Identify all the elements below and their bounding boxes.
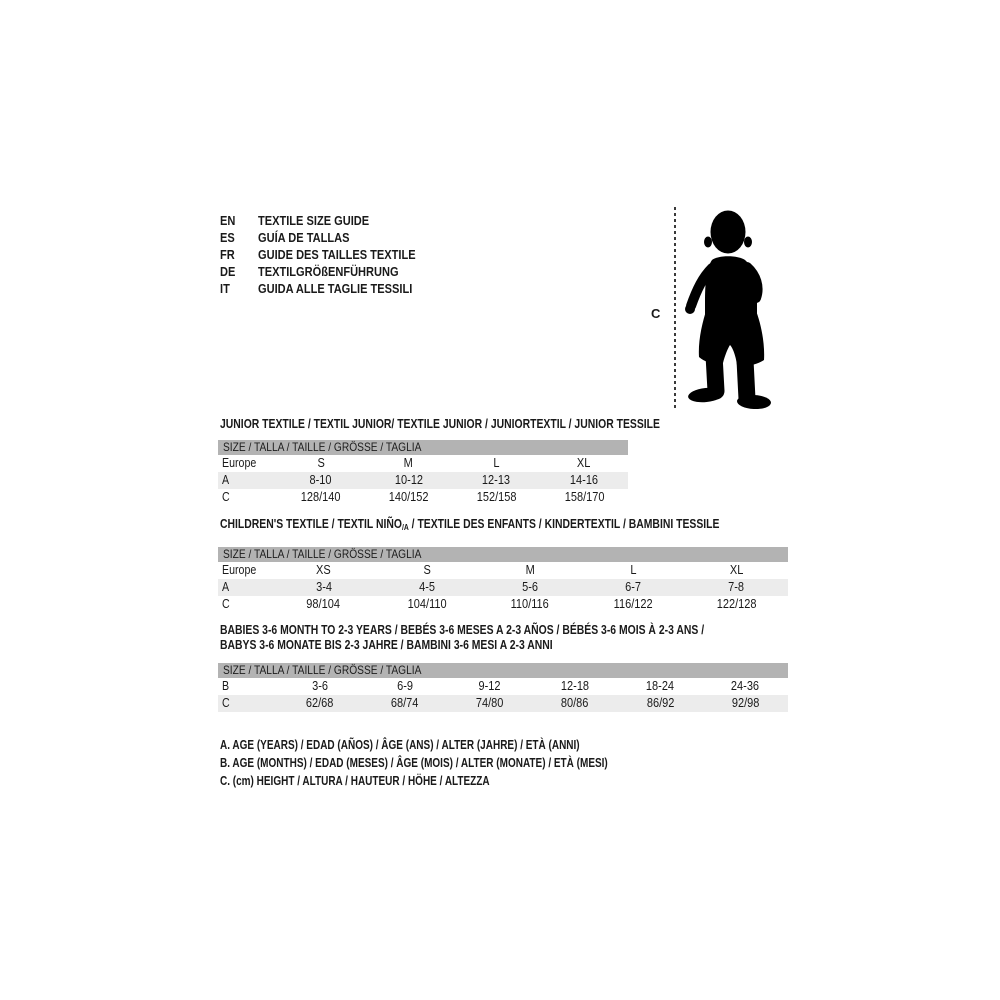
age-cell: 3-4: [315, 580, 332, 594]
babies-title-line2: BABYS 3-6 MONATE BIS 2-3 JAHRE / BAMBINI…: [220, 637, 553, 652]
size-cell: XL: [729, 563, 744, 577]
language-row-de: DE TEXTILGRÖßENFÜHRUNG: [220, 263, 443, 280]
nino-a-subscript: /A: [401, 522, 409, 532]
guide-title-fr: GUIDE DES TAILLES TEXTILE: [258, 247, 416, 262]
age-months-cell: 24-36: [731, 679, 760, 693]
guide-title-es: GUÍA DE TALLAS: [258, 230, 350, 245]
height-cell: 110/116: [510, 597, 550, 611]
language-code: ES: [220, 230, 235, 245]
height-cell: 98/104: [306, 597, 341, 611]
table-row: C 128/140 140/152 152/158 158/170: [218, 489, 628, 506]
height-measure-label: C: [651, 306, 661, 321]
age-cell: 14-16: [570, 473, 599, 487]
junior-size-table: SIZE / TALLA / TAILLE / GRÖSSE / TAGLIA …: [218, 440, 628, 506]
size-cell: XS: [316, 563, 331, 577]
legend-height-cm: C. (cm) HEIGHT / ALTURA / HAUTEUR / HÖHE…: [220, 774, 490, 788]
height-cell: 80/86: [561, 696, 589, 710]
junior-table-title: JUNIOR TEXTILE / TEXTIL JUNIOR/ TEXTILE …: [220, 416, 660, 431]
row-label: Europe: [222, 456, 257, 470]
language-code: DE: [220, 264, 236, 279]
age-months-cell: 18-24: [646, 679, 675, 693]
legend-age-months: B. AGE (MONTHS) / EDAD (MESES) / ÂGE (MO…: [220, 756, 608, 770]
table-row: A 3-4 4-5 5-6 6-7 7-8: [218, 579, 788, 596]
size-cell: XL: [577, 456, 591, 470]
table-row: C 98/104 104/110 110/116 116/122 122/128: [218, 596, 788, 613]
size-header-bar: SIZE / TALLA / TAILLE / GRÖSSE / TAGLIA: [218, 547, 788, 562]
table-row: Europe S M L XL: [218, 455, 628, 472]
language-code: IT: [220, 281, 230, 296]
row-label: Europe: [222, 563, 257, 577]
row-label: C: [222, 490, 230, 504]
height-cell: 104/110: [407, 597, 447, 611]
children-size-table: SIZE / TALLA / TAILLE / GRÖSSE / TAGLIA …: [218, 547, 788, 613]
language-code: FR: [220, 247, 235, 262]
language-row-fr: FR GUIDE DES TAILLES TEXTILE: [220, 246, 443, 263]
age-cell: 4-5: [418, 580, 435, 594]
age-months-cell: 9-12: [478, 679, 501, 693]
height-cell: 74/80: [476, 696, 504, 710]
height-cell: 116/122: [613, 597, 653, 611]
row-label: A: [222, 473, 230, 487]
babies-title-line1: BABIES 3-6 MONTH TO 2-3 YEARS / BEBÉS 3-…: [220, 622, 705, 637]
row-label: C: [222, 696, 230, 710]
guide-title-de: TEXTILGRÖßENFÜHRUNG: [258, 264, 399, 279]
guide-title-it: GUIDA ALLE TAGLIE TESSILI: [258, 281, 413, 296]
size-cell: S: [317, 456, 325, 470]
language-title-list: EN TEXTILE SIZE GUIDE ES GUÍA DE TALLAS …: [220, 212, 443, 297]
age-cell: 7-8: [728, 580, 745, 594]
guide-title-en: TEXTILE SIZE GUIDE: [258, 213, 370, 228]
age-cell: 8-10: [309, 473, 332, 487]
height-cell: 158/170: [564, 490, 605, 504]
age-months-cell: 12-18: [561, 679, 590, 693]
row-label: C: [222, 597, 230, 611]
height-cell: 152/158: [476, 490, 517, 504]
row-label: A: [222, 580, 230, 594]
height-measure-dashed-line: [674, 207, 676, 409]
height-cell: 86/92: [646, 696, 675, 710]
language-code: EN: [220, 213, 236, 228]
language-row-en: EN TEXTILE SIZE GUIDE: [220, 212, 443, 229]
size-cell: M: [404, 456, 414, 470]
size-cell: M: [525, 563, 535, 577]
language-row-it: IT GUIDA ALLE TAGLIE TESSILI: [220, 280, 443, 297]
measure-legend: A. AGE (YEARS) / EDAD (AÑOS) / ÂGE (ANS)…: [220, 736, 705, 790]
height-cell: 92/98: [731, 696, 760, 710]
table-row: C 62/68 68/74 74/80 80/86 86/92 92/98: [218, 695, 788, 712]
size-header-bar: SIZE / TALLA / TAILLE / GRÖSSE / TAGLIA: [218, 440, 628, 455]
toddler-silhouette-icon: [685, 210, 771, 410]
language-row-es: ES GUÍA DE TALLAS: [220, 229, 443, 246]
height-cell: 128/140: [300, 490, 341, 504]
age-months-cell: 6-9: [396, 679, 413, 693]
babies-table-title: BABIES 3-6 MONTH TO 2-3 YEARS / BEBÉS 3-…: [220, 622, 825, 652]
height-cell: 140/152: [388, 490, 429, 504]
row-label: B: [222, 679, 230, 693]
table-row: A 8-10 10-12 12-13 14-16: [218, 472, 628, 489]
age-cell: 6-7: [625, 580, 642, 594]
size-cell: L: [630, 563, 637, 577]
legend-age-years: A. AGE (YEARS) / EDAD (AÑOS) / ÂGE (ANS)…: [220, 738, 580, 752]
size-cell: L: [493, 456, 500, 470]
children-table-title: CHILDREN'S TEXTILE / TEXTIL NIÑO/A / TEX…: [220, 516, 720, 532]
height-cell: 68/74: [390, 696, 419, 710]
table-row: B 3-6 6-9 9-12 12-18 18-24 24-36: [218, 678, 788, 695]
babies-size-table: SIZE / TALLA / TAILLE / GRÖSSE / TAGLIA …: [218, 663, 788, 712]
size-cell: S: [423, 563, 431, 577]
table-row: Europe XS S M L XL: [218, 562, 788, 579]
age-months-cell: 3-6: [311, 679, 328, 693]
size-header-bar: SIZE / TALLA / TAILLE / GRÖSSE / TAGLIA: [218, 663, 788, 678]
height-cell: 62/68: [305, 696, 334, 710]
height-cell: 122/128: [716, 597, 757, 611]
age-cell: 12-13: [482, 473, 511, 487]
age-cell: 5-6: [522, 580, 538, 594]
age-cell: 10-12: [394, 473, 423, 487]
